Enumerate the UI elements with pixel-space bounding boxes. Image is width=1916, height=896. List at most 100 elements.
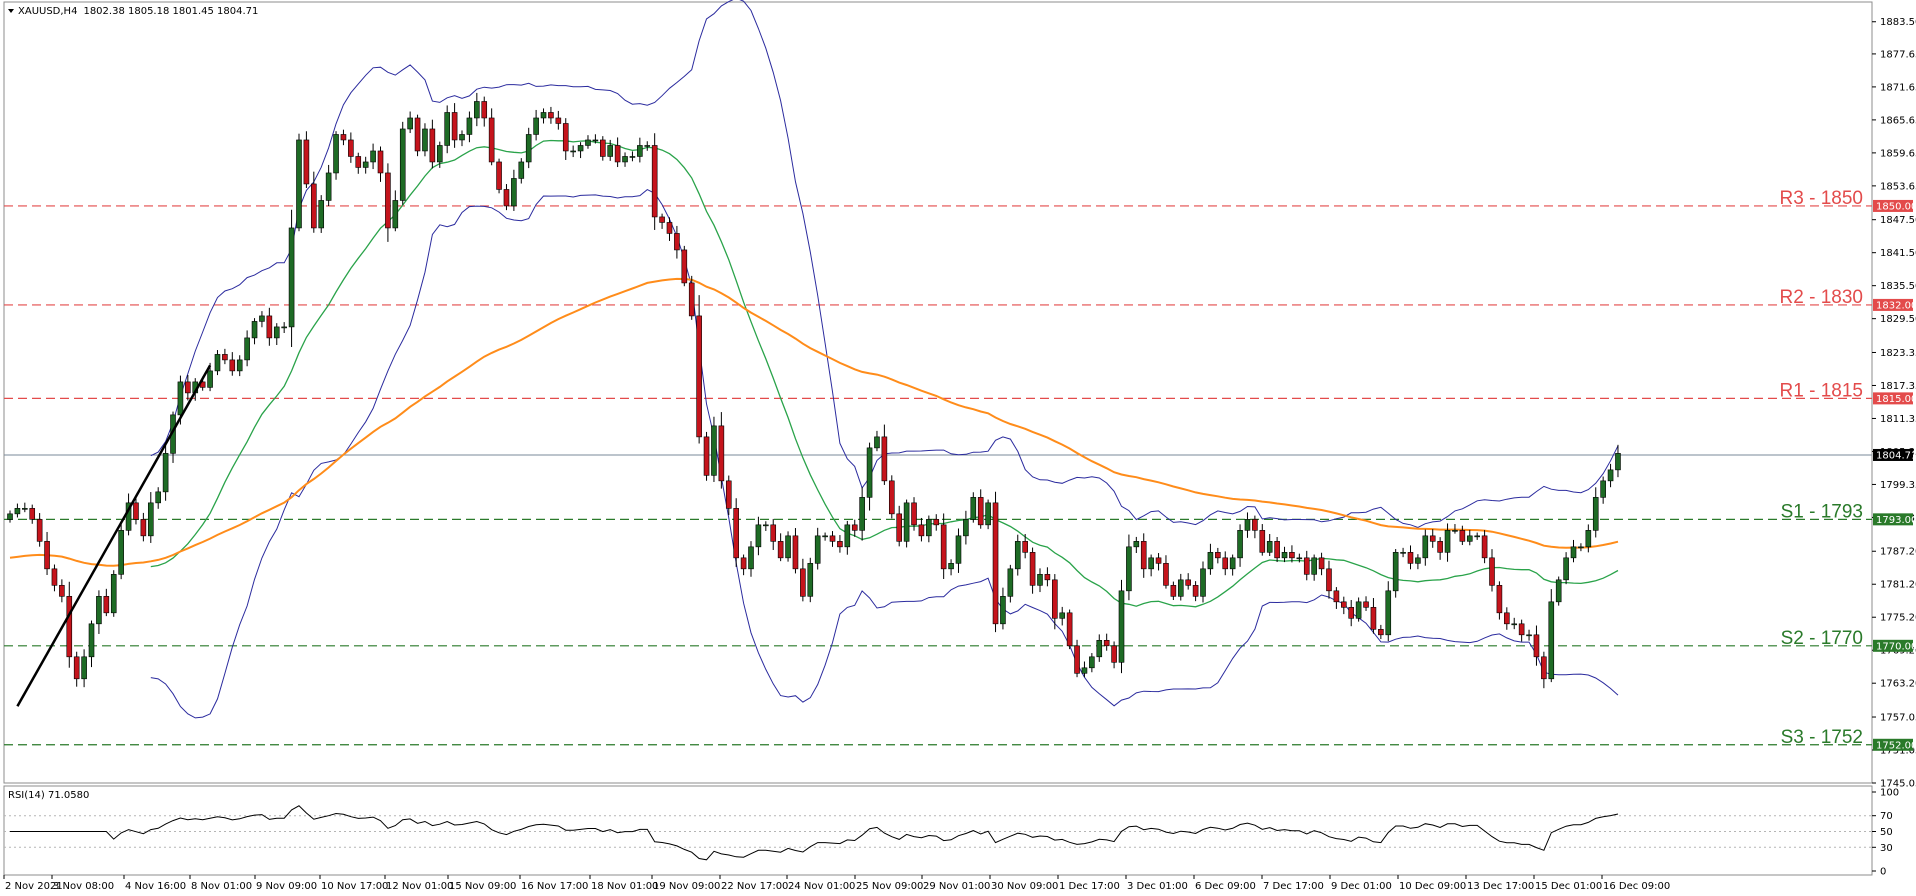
candle [888, 475, 895, 519]
candle [407, 111, 413, 134]
candle-body [1029, 552, 1036, 586]
candle-body [903, 502, 910, 542]
candle-body [1489, 557, 1495, 586]
candle-body [748, 546, 754, 570]
x-tick-label: 29 Nov 01:00 [923, 881, 990, 892]
candle-body [259, 315, 265, 322]
candle [814, 527, 821, 570]
level-label-r3: R3 - 1850 [1780, 188, 1863, 209]
candle-body [118, 530, 124, 575]
candle [599, 136, 606, 161]
candle-body [481, 101, 488, 119]
candle-body [703, 436, 710, 476]
candle-body [96, 596, 102, 625]
candle-body [1429, 535, 1436, 542]
candle [125, 493, 132, 536]
candle-body [1185, 579, 1191, 586]
candle-body [681, 249, 688, 284]
candle-body [296, 139, 302, 229]
candle [1022, 533, 1028, 559]
candle [1177, 573, 1184, 601]
candle-body [244, 337, 250, 361]
candle-body [1296, 557, 1303, 560]
candle-body [1303, 557, 1310, 575]
candle-body [1570, 546, 1577, 559]
candle [14, 503, 21, 518]
candle-body [1370, 607, 1377, 630]
candle-body [1555, 579, 1562, 603]
candle [711, 416, 717, 482]
candle [1259, 524, 1266, 556]
candle [614, 137, 621, 168]
y-tick-label: 1865.65 [1880, 115, 1916, 126]
candle-body [1111, 645, 1117, 663]
candle-body [1289, 552, 1295, 559]
candle [1052, 574, 1058, 630]
candle-body [1014, 541, 1021, 570]
candle [118, 522, 124, 580]
candle-body [1177, 579, 1184, 597]
price-panel-frame [3, 1, 1873, 784]
candle-body [459, 134, 465, 141]
candle [162, 444, 169, 501]
candle [1059, 606, 1066, 626]
candle-body [888, 480, 895, 515]
candle-body [926, 519, 932, 537]
candle [36, 513, 43, 547]
candle [474, 92, 480, 127]
candle-body [207, 370, 213, 388]
candle [1400, 547, 1406, 558]
candle [444, 105, 450, 154]
candle [807, 557, 814, 603]
candle-body [251, 321, 258, 339]
candle-body [66, 596, 73, 658]
candle [1326, 560, 1332, 599]
candle-body [1341, 601, 1347, 608]
x-tick-label: 10 Dec 09:00 [1399, 881, 1466, 892]
candle-body [725, 480, 732, 509]
symbol-dropdown-icon[interactable] [8, 9, 14, 13]
candle [392, 190, 399, 232]
candle [1215, 547, 1221, 564]
candle-body [511, 178, 517, 207]
candle-body [1266, 541, 1273, 553]
level-price-tag-s3: 1752.00 [1873, 738, 1916, 751]
candle [259, 311, 265, 328]
y-tick-label: 1859.65 [1880, 148, 1916, 159]
y-tick-label: 1811.35 [1880, 414, 1916, 425]
candle [488, 108, 495, 166]
candle [703, 431, 710, 481]
candle-body [1511, 623, 1518, 626]
level-label-s3: S3 - 1752 [1781, 727, 1863, 748]
candle [637, 137, 643, 163]
candle-body [333, 134, 339, 174]
candle-body [644, 145, 651, 147]
candle-body [162, 453, 169, 493]
rsi-tick-label: 50 [1880, 827, 1893, 838]
candle-body [540, 112, 547, 119]
candle [674, 225, 680, 259]
y-tick-label: 1799.35 [1880, 480, 1916, 491]
candle-body [325, 172, 332, 201]
candle [66, 581, 73, 668]
y-tick-label: 1775.20 [1880, 613, 1916, 624]
candle [970, 492, 977, 523]
level-price-tag-r1: 1815.00 [1873, 392, 1916, 405]
candle [1044, 567, 1051, 587]
candle-body [933, 519, 940, 526]
candle [955, 528, 962, 573]
candle-body [622, 156, 628, 163]
candle-body [140, 519, 147, 537]
candle [926, 515, 932, 543]
y-tick-label: 1781.20 [1880, 580, 1916, 591]
candle-body [814, 535, 821, 564]
candle [1392, 549, 1399, 598]
candle [229, 352, 236, 376]
candle [1289, 545, 1295, 563]
candle [1407, 545, 1414, 570]
candle-body [599, 139, 606, 157]
candle-body [133, 502, 139, 520]
current-price-tag-text: 1804.71 [1876, 450, 1916, 461]
current-price-tag: 1804.71 [1873, 448, 1916, 461]
